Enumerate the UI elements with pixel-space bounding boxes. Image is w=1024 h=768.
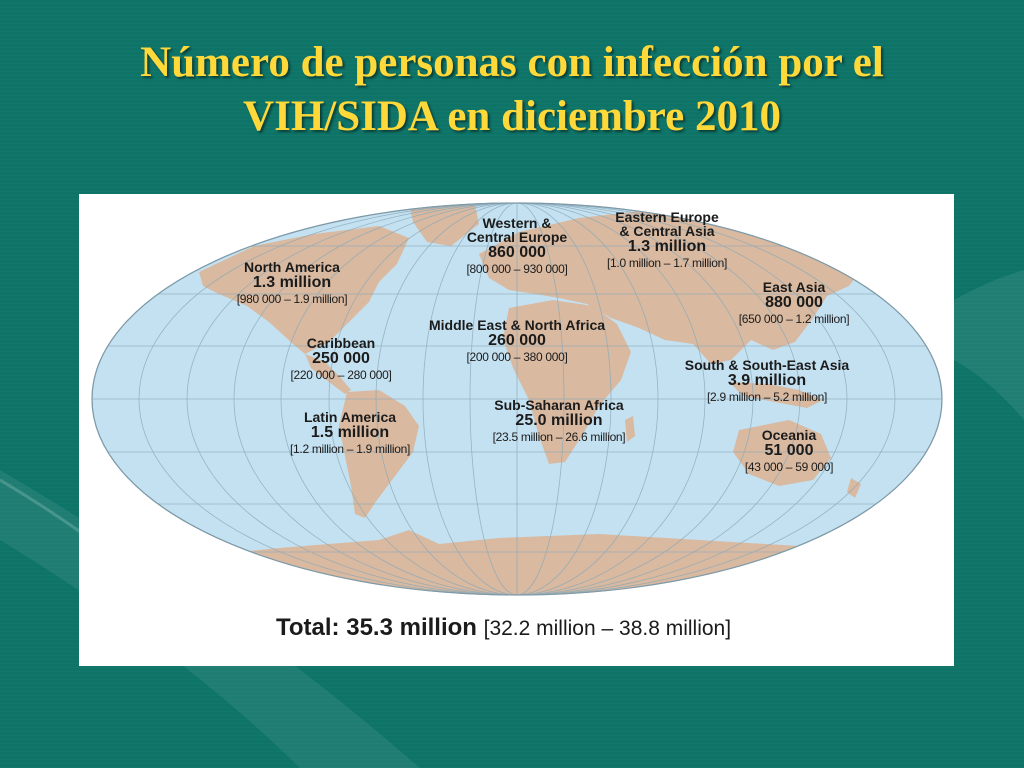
region-range: [980 000 – 1.9 million] (236, 292, 348, 306)
region-value: 1.3 million (252, 274, 332, 291)
slide-title: Número de personas con infección por el … (40, 36, 984, 144)
region-name: South & South-East Asia (684, 357, 850, 373)
region-range: [1.0 million – 1.7 million] (607, 256, 727, 270)
region-range: [2.9 million – 5.2 million] (707, 390, 827, 404)
region-name-line-2: Central Europe (466, 229, 568, 245)
region-middle-east-north-africa: Middle East & North Africa 260 000 [200 … (411, 318, 623, 363)
region-name-line-1: Eastern Europe (615, 209, 719, 225)
land-africa (503, 300, 631, 464)
region-name-line-2: & Central Asia (619, 223, 715, 239)
region-range: [800 000 – 930 000] (466, 262, 568, 276)
region-value: 1.5 million (310, 424, 390, 441)
region-range: [23.5 million – 26.6 million] (492, 430, 626, 444)
region-name: East Asia (762, 279, 826, 295)
region-value: 260 000 (488, 332, 546, 349)
land-north-america (199, 226, 409, 354)
landmasses (179, 203, 909, 595)
total-value: 35.3 million (346, 614, 477, 641)
total-label: Total: (276, 614, 340, 641)
region-range: [220 000 – 280 000] (290, 368, 392, 382)
region-value: 51 000 (764, 442, 814, 459)
region-value: 860 000 (488, 244, 546, 261)
region-western-central-europe: Western & Central Europe 860 000 [800 00… (447, 216, 587, 275)
slide-title-line-2: VIH/SIDA en diciembre 2010 (243, 93, 781, 140)
region-name: Latin America (303, 409, 397, 425)
region-value: 3.9 million (727, 372, 807, 389)
land-central-america (305, 354, 351, 394)
region-name: Sub-Saharan Africa (494, 397, 624, 413)
region-sub-saharan-africa: Sub-Saharan Africa 25.0 million [23.5 mi… (463, 398, 655, 443)
region-value: 250 000 (312, 350, 370, 367)
region-name: North America (244, 259, 340, 275)
region-latin-america: Latin America 1.5 million [1.2 million –… (275, 410, 425, 455)
land-madagascar (625, 416, 635, 442)
region-south-southeast-asia: South & South-East Asia 3.9 million [2.9… (667, 358, 867, 403)
region-caribbean: Caribbean 250 000 [220 000 – 280 000] (271, 336, 411, 381)
region-name: Oceania (761, 427, 817, 443)
region-north-america: North America 1.3 million [980 000 – 1.9… (217, 260, 367, 305)
slide-title-line-1: Número de personas con infección por el (140, 39, 884, 86)
world-map-panel: North America 1.3 million [980 000 – 1.9… (79, 194, 954, 666)
region-oceania: Oceania 51 000 [43 000 – 59 000] (719, 428, 859, 473)
region-range: [1.2 million – 1.9 million] (290, 442, 410, 456)
region-value: 1.3 million (627, 238, 707, 255)
region-name-line-1: Western & (482, 215, 552, 231)
total-range: [32.2 million – 38.8 million] (483, 617, 732, 640)
region-range: [200 000 – 380 000] (466, 350, 568, 364)
region-range: [650 000 – 1.2 million] (738, 312, 850, 326)
region-east-asia: East Asia 880 000 [650 000 – 1.2 million… (719, 280, 869, 325)
region-name: Caribbean (306, 335, 376, 351)
region-range: [43 000 – 59 000] (744, 460, 834, 474)
region-value: 880 000 (765, 294, 823, 311)
region-eastern-europe-central-asia: Eastern Europe & Central Asia 1.3 millio… (587, 210, 747, 269)
region-name: Middle East & North Africa (428, 317, 606, 333)
land-europe-asia (479, 210, 865, 364)
land-australia (733, 420, 831, 486)
region-value: 25.0 million (515, 412, 603, 429)
land-south-america (339, 390, 419, 518)
total-summary: Total: 35.3 million [32.2 million – 38.8… (276, 614, 731, 642)
world-map (91, 202, 943, 596)
